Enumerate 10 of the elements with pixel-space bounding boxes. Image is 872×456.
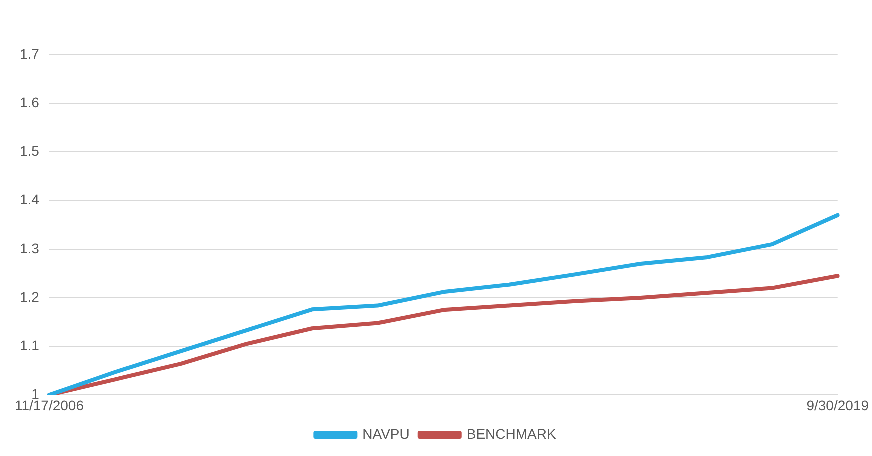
x-tick-label: 9/30/2019 — [806, 397, 870, 414]
y-tick-label: 1.5 — [20, 143, 40, 160]
y-tick-label: 1.1 — [20, 337, 40, 354]
y-tick-label: 1.4 — [20, 192, 40, 208]
y-tick-label: 1.7 — [20, 46, 40, 62]
y-tick-label: 1.2 — [20, 288, 40, 305]
y-tick-label: 1.3 — [20, 240, 40, 256]
y-tick-label: 1.6 — [20, 94, 40, 110]
legend-label: NAVPU — [362, 426, 410, 442]
legend-label: BENCHMARK — [466, 426, 557, 442]
